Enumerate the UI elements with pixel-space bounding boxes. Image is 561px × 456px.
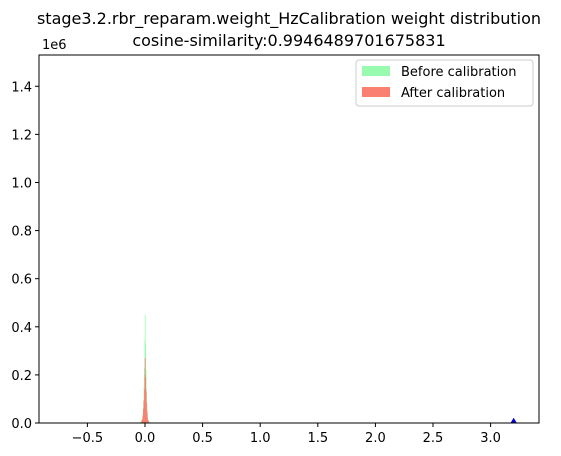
y-axis-ticks: 0.0 0.2 0.4 0.6 0.8 1.0 1.2 1.4 xyxy=(11,80,39,432)
after-bar-0 xyxy=(141,421,143,423)
x-tick-label: 2.0 xyxy=(365,431,386,446)
after-bar-5 xyxy=(144,389,145,423)
x-tick-label: 0.5 xyxy=(192,431,213,446)
x-tick-label: 3.0 xyxy=(480,431,501,446)
after-calibration-bars xyxy=(141,358,150,423)
chart-title: stage3.2.rbr_reparam.weight_HzCalibratio… xyxy=(37,9,541,29)
legend-swatch-before xyxy=(362,66,390,76)
y-tick-label: 1.4 xyxy=(11,80,32,95)
after-bar-7 xyxy=(144,358,146,423)
before-bar-15 xyxy=(149,421,151,423)
after-bar-13 xyxy=(147,420,149,423)
y-tick-label: 0.8 xyxy=(11,225,32,240)
after-bar-1 xyxy=(141,419,143,423)
legend-label-before: Before calibration xyxy=(401,65,516,80)
legend-label-after: After calibration xyxy=(401,86,505,101)
after-bar-10 xyxy=(146,402,147,423)
y-tick-label: 0.0 xyxy=(11,417,32,432)
after-bar-3 xyxy=(143,408,144,423)
legend-box xyxy=(355,59,534,107)
y-tick-label: 0.4 xyxy=(11,321,32,336)
legend: Before calibration After calibration xyxy=(355,59,534,107)
outlier-marker-0 xyxy=(510,417,517,423)
x-axis-ticks: −0.5 0.0 0.5 1.0 1.5 2.0 2.5 3.0 xyxy=(72,423,501,446)
after-bar-12 xyxy=(147,416,148,423)
x-tick-label: 1.5 xyxy=(307,431,328,446)
plot-frame xyxy=(38,54,540,424)
after-bar-8 xyxy=(145,377,147,423)
chart-subtitle: cosine-similarity:0.9946489701675831 xyxy=(132,31,445,50)
after-bar-2 xyxy=(142,415,144,423)
after-bar-11 xyxy=(146,410,148,423)
y-scale-label: 1e6 xyxy=(42,38,67,53)
y-tick-label: 0.2 xyxy=(11,369,32,384)
x-tick-label: 0.0 xyxy=(135,431,156,446)
before-bar-14 xyxy=(148,419,150,423)
before-bar-1 xyxy=(140,421,141,423)
legend-swatch-after xyxy=(362,87,390,97)
after-bar-9 xyxy=(145,391,147,423)
outlier-markers xyxy=(510,417,517,423)
after-bar-4 xyxy=(143,400,145,423)
x-tick-label: 1.0 xyxy=(250,431,271,446)
y-tick-label: 0.6 xyxy=(11,273,32,288)
y-tick-label: 1.0 xyxy=(11,176,32,191)
x-tick-label: −0.5 xyxy=(72,431,104,446)
y-tick-label: 1.2 xyxy=(11,128,32,143)
after-bar-14 xyxy=(148,421,150,423)
x-tick-label: 2.5 xyxy=(423,431,444,446)
